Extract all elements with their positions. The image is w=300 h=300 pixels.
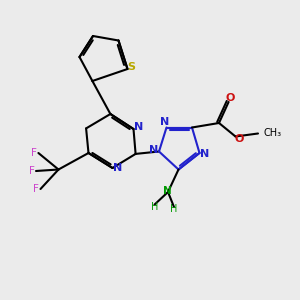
Text: N: N [149,145,158,155]
Text: N: N [113,163,122,173]
Text: F: F [31,148,37,158]
Text: F: F [28,166,34,176]
Text: H: H [151,202,158,212]
Text: S: S [127,62,135,73]
Text: F: F [33,184,39,194]
Text: H: H [170,204,178,214]
Text: O: O [234,134,244,144]
Text: N: N [163,186,172,196]
Text: N: N [200,149,209,160]
Text: N: N [160,117,169,127]
Text: CH₃: CH₃ [263,128,281,139]
Text: N: N [134,122,143,133]
Text: O: O [225,93,235,103]
